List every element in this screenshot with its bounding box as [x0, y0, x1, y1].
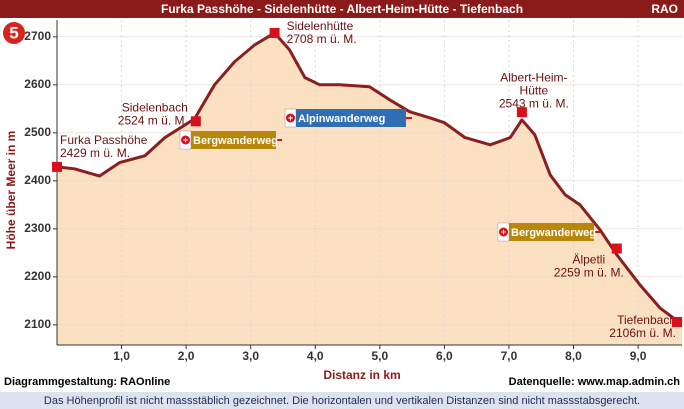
footer-right: Datenquelle: www.map.admin.ch: [509, 376, 681, 388]
waypoint-label: Sidelenbach: [122, 100, 188, 114]
y-tick-label: 2500: [24, 125, 51, 139]
y-tick-label: 2700: [24, 29, 51, 43]
x-tick-label: 9,0: [630, 349, 647, 363]
y-tick-label: 2200: [24, 269, 51, 283]
corner-label: RAO: [651, 2, 678, 16]
waypoint-marker: [672, 316, 682, 327]
sign-text: Bergwanderweg: [193, 135, 278, 147]
x-tick-label: 3,0: [242, 349, 259, 363]
badge-text: 5: [9, 23, 18, 42]
waypoint-marker: [52, 161, 62, 172]
waypoint-label: Tiefenbach: [617, 313, 676, 327]
chart-title: Furka Passhöhe - Sidelenhütte - Albert-H…: [161, 2, 523, 16]
waypoint-label: Älpetli: [572, 253, 605, 267]
y-axis-label: Höhe über Meer in m: [4, 131, 18, 250]
y-tick-label: 2400: [24, 173, 51, 187]
sign-cross: [499, 227, 508, 237]
sign-box: [296, 109, 406, 127]
waypoint-label: 2543 m ü. M.: [499, 96, 569, 110]
sign-cross-mark: +: [288, 113, 293, 123]
waypoint-label: 2524 m ü. M.: [118, 113, 188, 127]
waypoint-marker: [269, 27, 280, 38]
waypoint-label: Hütte: [520, 83, 549, 97]
x-tick-label: 2,0: [178, 349, 195, 363]
footer-left: Diagrammgestaltung: RAOnline: [4, 376, 170, 388]
title-bar: [0, 0, 684, 18]
note-bar: [0, 392, 684, 409]
x-tick-label: 7,0: [501, 349, 518, 363]
x-tick-label: 5,0: [371, 349, 388, 363]
waypoint-marker: [611, 243, 622, 254]
sign-cross-mark: +: [183, 135, 188, 145]
sign-text: Alpinwanderweg: [298, 113, 385, 125]
waypoint-label: Albert-Heim-: [500, 70, 567, 84]
y-tick-label: 2300: [24, 221, 51, 235]
sign-box: [191, 131, 276, 149]
waypoint-marker: [190, 116, 201, 127]
y-tick-label: 2100: [24, 317, 51, 331]
x-tick-label: 4,0: [307, 349, 324, 363]
x-axis-label: Distanz in km: [323, 368, 400, 382]
sign-cross: [181, 135, 190, 145]
waypoint-marker: [516, 107, 527, 118]
badge: [3, 22, 25, 44]
waypoint-label: Furka Passhöhe: [60, 133, 148, 147]
profile-area: [57, 32, 682, 345]
waypoint-label: 2259 m ü. M.: [554, 266, 624, 280]
y-tick-label: 2600: [24, 77, 51, 91]
sign-box: [509, 223, 594, 241]
waypoint-label: 2429 m ü. M.: [60, 146, 130, 160]
note: Das Höhenprofil ist nicht massstäblich g…: [44, 395, 640, 407]
x-tick-label: 8,0: [565, 349, 582, 363]
x-tick-label: 6,0: [436, 349, 453, 363]
waypoint-label: 2708 m ü. M.: [287, 32, 357, 46]
sign-cross: [286, 113, 295, 123]
sign-text: Bergwanderweg: [511, 227, 596, 239]
profile-line: [56, 31, 683, 324]
sign-cross-mark: +: [501, 227, 506, 237]
waypoint-label: Sidelenhütte: [287, 19, 354, 33]
waypoint-label: 2106m ü. M.: [609, 326, 676, 340]
x-tick-label: 1,0: [113, 349, 130, 363]
